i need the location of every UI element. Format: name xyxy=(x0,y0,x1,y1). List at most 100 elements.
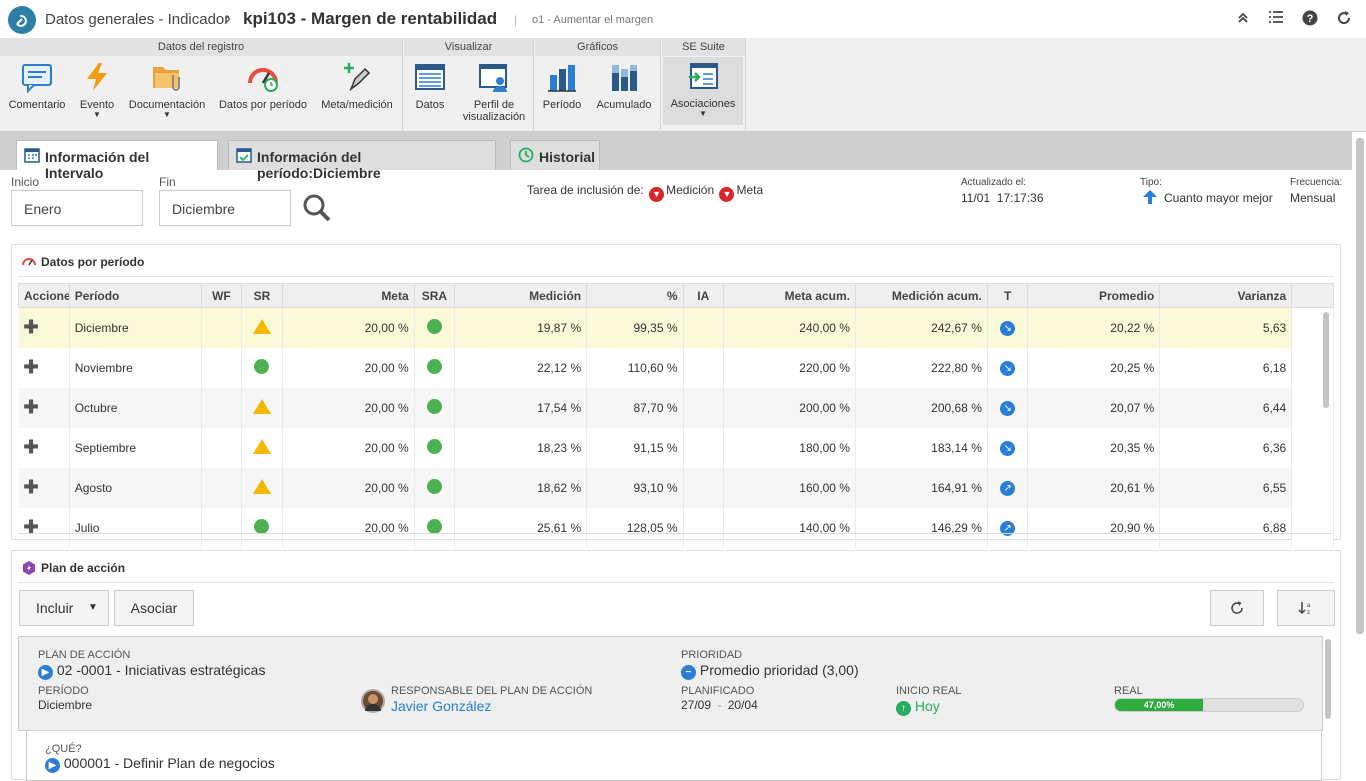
tab-label: Historial xyxy=(539,149,596,165)
col-acciones[interactable]: Acciones xyxy=(18,283,70,308)
table-row[interactable]: ✚ Octubre 20,00 % 17,54 % 87,70 % 200,00 % 200… xyxy=(18,387,1334,428)
cell-promedio: 20,07 % xyxy=(1027,387,1161,428)
col-sr[interactable]: SR xyxy=(241,283,283,308)
refresh-button[interactable] xyxy=(1210,590,1264,626)
add-action-icon[interactable]: ✚ xyxy=(18,427,70,468)
breadcrumb-separator: › xyxy=(225,8,231,28)
fin-field[interactable]: Diciembre xyxy=(159,190,291,226)
plan-card[interactable]: PLAN DE ACCIÓN ▶ 02 -0001 - Iniciativas … xyxy=(18,636,1323,731)
periodo-label: PERÍODO xyxy=(38,685,89,697)
warning-triangle-icon xyxy=(252,398,271,414)
chevron-down-icon[interactable]: ▼ xyxy=(719,187,735,202)
cell-medicion: 25,61 % xyxy=(454,507,588,548)
col-ia[interactable]: IA xyxy=(682,283,725,308)
cell-medicion: 18,23 % xyxy=(454,427,588,468)
cell-meta-acum: 180,00 % xyxy=(723,427,856,468)
asociar-button[interactable]: Asociar xyxy=(114,590,194,626)
add-action-icon[interactable]: ✚ xyxy=(18,507,70,548)
ribbon-group-title: Datos del registro xyxy=(0,38,402,56)
evento-button[interactable]: Evento ▼ xyxy=(74,58,120,128)
cell-medicion-acum: 242,67 % xyxy=(855,307,988,348)
cell-varianza: 6,44 xyxy=(1159,387,1293,428)
add-action-icon[interactable]: ✚ xyxy=(18,387,70,428)
cell-meta-acum: 200,00 % xyxy=(723,387,856,428)
main-scrollbar[interactable] xyxy=(1354,132,1366,768)
lightning-icon xyxy=(81,61,113,93)
tab-intervalo[interactable]: Información del Intervalo xyxy=(16,140,218,181)
cell-trend: ↘ xyxy=(987,387,1029,428)
meta-medicion-button[interactable]: Meta/medición xyxy=(316,58,398,128)
inicio-field[interactable]: Enero xyxy=(11,190,143,226)
que-value[interactable]: ▶ 000001 - Definir Plan de negocios xyxy=(45,755,275,773)
trend-down-icon: ↘ xyxy=(1000,360,1016,376)
table-scrollbar[interactable] xyxy=(1323,312,1329,408)
table-row[interactable]: ✚ Agosto 20,00 % 18,62 % 93,10 % 160,00 % 164,… xyxy=(18,467,1334,508)
col-wf[interactable]: WF xyxy=(200,283,243,308)
incluir-button[interactable]: Incluir ▼ xyxy=(19,590,109,626)
cell-sra xyxy=(414,427,456,468)
cell-sra xyxy=(414,507,456,548)
svg-text:?: ? xyxy=(1307,13,1314,25)
col-pct[interactable]: % xyxy=(586,283,684,308)
add-action-icon[interactable]: ✚ xyxy=(18,307,70,348)
breadcrumb[interactable]: Datos generales - Indicador xyxy=(45,11,230,28)
help-icon[interactable]: ? xyxy=(1301,10,1319,28)
cell-ia xyxy=(683,467,725,508)
chevron-down-icon[interactable]: ▼ xyxy=(649,187,665,202)
comentario-button[interactable]: Comentario xyxy=(4,58,70,128)
collapse-up-icon[interactable] xyxy=(1234,10,1252,28)
table-row[interactable]: ✚ Noviembre 20,00 % 22,12 % 110,60 % 220,00 %… xyxy=(18,347,1334,388)
add-action-icon[interactable]: ✚ xyxy=(18,467,70,508)
actualizado-label: Actualizado el: xyxy=(961,177,1027,188)
panel-title: Datos por período xyxy=(22,255,144,269)
table-row[interactable]: ✚ Septiembre 20,00 % 18,23 % 91,15 % 180,00 %… xyxy=(18,427,1334,468)
refresh-icon[interactable] xyxy=(1335,10,1353,28)
add-action-icon[interactable]: ✚ xyxy=(18,347,70,388)
col-sra[interactable]: SRA xyxy=(413,283,456,308)
trend-up-icon: ↗ xyxy=(1000,520,1016,536)
arrow-up-icon: ↑ xyxy=(896,701,911,716)
acumulado-chart-button[interactable]: Acumulado xyxy=(591,58,657,128)
col-varianza[interactable]: Varianza xyxy=(1159,283,1293,308)
search-icon[interactable] xyxy=(302,193,332,223)
cell-promedio: 20,90 % xyxy=(1027,507,1161,548)
perfil-visualizacion-button[interactable]: Perfil de visualización xyxy=(458,58,530,128)
datos-periodo-button[interactable]: Datos por período xyxy=(214,58,312,128)
cell-medicion-acum: 222,80 % xyxy=(855,347,988,388)
cell-varianza: 6,18 xyxy=(1159,347,1293,388)
tab-periodo[interactable]: Información del período:Diciembre xyxy=(228,140,496,181)
play-icon: ▶ xyxy=(38,665,53,680)
cell-wf xyxy=(201,307,243,348)
trend-up-icon: ↗ xyxy=(1000,480,1016,496)
cell-sra xyxy=(414,347,456,388)
documentacion-label: Documentación xyxy=(128,99,206,111)
table-row[interactable]: ✚ Julio 20,00 % 25,61 % 128,05 % 140,00 % 146,… xyxy=(18,507,1334,548)
documentacion-button[interactable]: Documentación ▼ xyxy=(124,58,210,128)
col-medicion[interactable]: Medición xyxy=(454,283,588,308)
col-medicion-acum[interactable]: Medición acum. xyxy=(854,283,988,308)
tarea-medicion: Medición xyxy=(666,183,715,197)
status-ok-icon xyxy=(426,518,442,534)
trend-down-icon: ↘ xyxy=(1000,440,1016,456)
responsable-link[interactable]: Javier González xyxy=(391,698,492,714)
table-row[interactable]: ✚ Diciembre 20,00 % 19,87 % 99,35 % 240,00 % 2… xyxy=(18,307,1334,348)
planificado-label: PLANIFICADO xyxy=(681,685,755,697)
tab-historial[interactable]: Historial xyxy=(510,140,600,170)
col-promedio[interactable]: Promedio xyxy=(1027,283,1161,308)
plan-scrollbar[interactable] xyxy=(1325,639,1331,719)
asociaciones-button[interactable]: Asociaciones ▼ xyxy=(663,57,743,125)
profile-icon xyxy=(478,61,510,93)
col-meta[interactable]: Meta xyxy=(281,283,415,308)
cell-periodo: Octubre xyxy=(69,387,202,428)
list-icon[interactable] xyxy=(1267,10,1285,28)
col-meta-acum[interactable]: Meta acum. xyxy=(723,283,856,308)
datos-button[interactable]: Datos xyxy=(408,58,452,128)
cell-meta: 20,00 % xyxy=(282,307,415,348)
col-t[interactable]: T xyxy=(986,283,1029,308)
cell-meta: 20,00 % xyxy=(282,387,415,428)
play-icon: ▶ xyxy=(45,758,60,773)
plan-value[interactable]: ▶ 02 -0001 - Iniciativas estratégicas xyxy=(38,662,265,680)
col-periodo[interactable]: Período xyxy=(68,283,202,308)
periodo-chart-button[interactable]: Período xyxy=(539,58,585,128)
